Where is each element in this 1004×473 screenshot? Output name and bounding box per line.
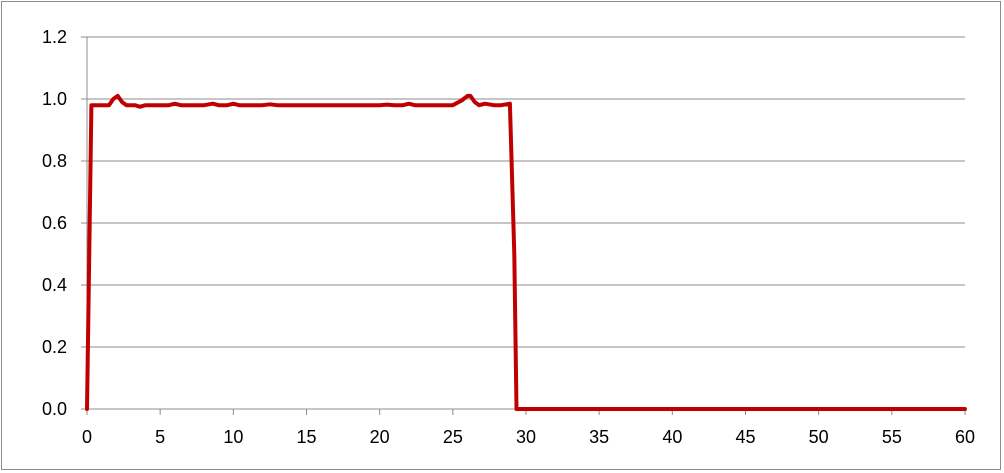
x-tick-label-4: 20: [370, 427, 390, 447]
x-tick-label-5: 25: [443, 427, 463, 447]
y-tick-label-1: 0.2: [42, 337, 67, 357]
y-tick-label-3: 0.6: [42, 213, 67, 233]
x-tick-labels: 0 5 10 15 20 25 30 35 40 45 50 55 60: [82, 427, 975, 447]
x-tick-label-12: 60: [955, 427, 975, 447]
x-tick-label-2: 10: [223, 427, 243, 447]
x-tick-label-3: 15: [296, 427, 316, 447]
x-tick-label-0: 0: [82, 427, 92, 447]
y-tick-labels: 0.0 0.2 0.4 0.6 0.8 1.0 1.2: [42, 27, 67, 419]
y-tick-label-6: 1.2: [42, 27, 67, 47]
x-tick-label-9: 45: [735, 427, 755, 447]
y-tick-label-4: 0.8: [42, 151, 67, 171]
axes: [81, 36, 966, 415]
y-tick-label-2: 0.4: [42, 275, 67, 295]
x-tick-label-10: 50: [809, 427, 829, 447]
gridlines: [87, 36, 965, 348]
x-tick-label-8: 40: [662, 427, 682, 447]
x-tick-label-6: 30: [516, 427, 536, 447]
x-tick-label-11: 55: [882, 427, 902, 447]
x-tick-label-7: 35: [589, 427, 609, 447]
y-tick-label-0: 0.0: [42, 399, 67, 419]
y-tick-label-5: 1.0: [42, 89, 67, 109]
series-line-0: [85, 93, 967, 411]
series-layer: [85, 93, 967, 411]
x-tick-label-1: 5: [155, 427, 165, 447]
